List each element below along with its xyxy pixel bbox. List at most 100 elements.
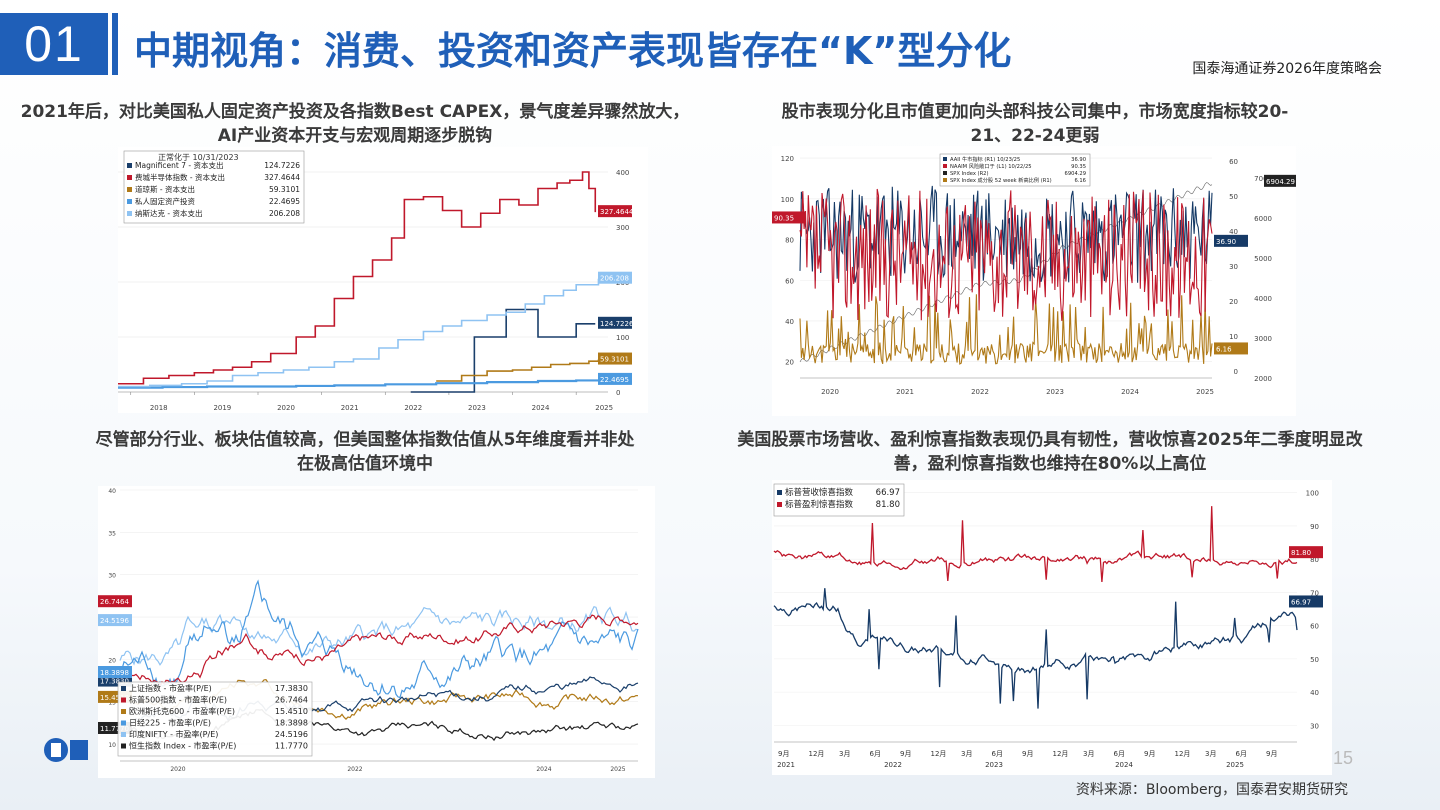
legend-label: 标普营收惊喜指数	[785, 487, 854, 498]
chart-pe-legend: 上证指数 - 市盈率(P/E) 17.3830 标普500指数 - 市盈率(P/E)…	[117, 681, 313, 757]
chart-pe-svg: 40353025201510202020222024202517.383026.…	[98, 488, 639, 773]
x-tick-label: 9月	[778, 750, 789, 758]
y-tick-label: 20	[108, 657, 116, 664]
series-last-value: 26.7464	[100, 598, 129, 606]
y-tick-label: 80	[785, 237, 794, 245]
series-line	[118, 171, 597, 385]
y-tick-label: 15	[108, 700, 116, 707]
logo-icon	[44, 738, 88, 762]
series-line	[118, 379, 600, 389]
legend-swatch	[127, 175, 132, 180]
chart-breadth-legend: AAII 牛市指标 (R1) 10/23/25 36.90 NAAIM 风险敞口于 …	[939, 153, 1091, 187]
section-divider	[112, 13, 118, 75]
x-tick-label: 2024	[532, 404, 550, 412]
series-last-tag	[598, 352, 632, 365]
y-tick-label: 0	[616, 389, 620, 397]
page-number: 15	[1333, 748, 1354, 768]
chart-pe: 40353025201510202020222024202517.383026.…	[98, 486, 655, 778]
series-last-value: 66.97	[1291, 598, 1311, 606]
x-tick-label: 2025	[610, 766, 625, 773]
source-note: 资料来源：Bloomberg，国泰君安期货研究	[1075, 782, 1348, 798]
x-tick-label: 12月	[1175, 750, 1191, 758]
y-right-tick-label: 20	[1229, 298, 1238, 306]
x-tick-label: 6月	[992, 750, 1003, 758]
y-tick-label: 60	[1310, 623, 1319, 631]
x-tick-label: 3月	[1083, 750, 1094, 758]
legend-value: 17.3830	[275, 684, 308, 693]
chart-surprise-svg: 30 40 50 60 70 80 90 100 9月 12月 3月 6月 9月 12月 3月 6月 9月 12月…	[773, 483, 1323, 769]
series-last-tag	[1264, 174, 1296, 187]
x-tick-label: 9月	[1266, 750, 1277, 758]
legend-label: 欧洲斯托克600 - 市盈率(P/E)	[129, 706, 235, 716]
chart-breadth-svg: 20 40 60 80 100 120 0 10 20 30 40 50 60 2000 3000 4000 5…	[772, 153, 1296, 396]
legend-swatch	[777, 502, 782, 507]
x-tick-label: 2022	[404, 404, 422, 412]
legend-swatch	[943, 164, 947, 168]
series-last-value: 124.7226	[600, 320, 634, 328]
legend-value: 90.35	[1071, 164, 1086, 170]
legend-swatch	[943, 157, 947, 161]
legend-swatch	[121, 743, 126, 749]
series-last-tag	[598, 316, 632, 329]
legend-value: 59.3101	[269, 185, 300, 194]
year-tick-label: 2022	[884, 761, 902, 769]
legend-label: 标普盈利惊喜指数	[785, 499, 854, 510]
y-tick-label: 30	[108, 573, 116, 580]
chart-capex-legend: 正常化于 10/31/2023 Magnificent 7 - 资本支出 124.…	[123, 150, 305, 224]
y-right-tick-label: 0	[1234, 368, 1238, 376]
legend-label: 私人固定资产投资	[135, 196, 195, 206]
series-last-value: 24.5196	[100, 617, 129, 625]
series-last-value: 18.3898	[100, 669, 129, 677]
legend-value: 6904.29	[1065, 171, 1086, 177]
year-tick-label: 2021	[777, 761, 795, 769]
legend-swatch	[127, 187, 132, 192]
x-tick-label: 9月	[900, 750, 911, 758]
x-tick-label: 2020	[277, 404, 295, 412]
x-tick-label: 6月	[1114, 750, 1125, 758]
legend-label: AAII 牛市指标 (R1) 10/23/25	[950, 155, 1020, 163]
x-tick-label: 2022	[347, 766, 362, 773]
series-line	[436, 359, 600, 382]
series-line	[799, 188, 1213, 321]
series-line	[773, 506, 1298, 583]
x-tick-label: 2021	[896, 388, 914, 396]
chart-surprise: 30 40 50 60 70 80 90 100 9月 12月 3月 6月 9月 12月 3月 6月 9月 12月…	[772, 480, 1332, 775]
legend-swatch	[127, 211, 132, 216]
x-tick-label: 12月	[809, 750, 825, 758]
series-last-tag	[598, 271, 632, 284]
legend-value: 81.80	[876, 500, 900, 510]
y-right2-tick-label: 3000	[1254, 335, 1272, 343]
y-tick-label: 100	[781, 196, 794, 204]
series-last-value: 22.4695	[600, 376, 629, 384]
legend-label: SPX Index (R2)	[950, 171, 989, 177]
legend-swatch	[943, 171, 947, 175]
logo	[42, 736, 90, 768]
y-tick-label: 20	[785, 359, 794, 367]
legend-label: NAAIM 风险敞口于 (L1) 10/22/25	[950, 162, 1032, 170]
year-tick-label: 2024	[1115, 761, 1133, 769]
series-line	[410, 308, 596, 393]
legend-title: 正常化于 10/31/2023	[158, 152, 239, 162]
series-last-value: 15.4510	[100, 694, 129, 702]
legend-label: 标普500指数 - 市盈率(P/E)	[129, 695, 227, 705]
x-tick-label: 2024	[1121, 388, 1139, 396]
legend-value: 327.4644	[264, 173, 300, 182]
legend-swatch	[121, 686, 126, 691]
x-tick-label: 9月	[1144, 750, 1155, 758]
y-tick-label: 40	[108, 488, 116, 495]
series-last-tag	[1214, 234, 1248, 247]
series-line	[799, 294, 1213, 365]
y-tick-label: 100	[616, 334, 629, 342]
x-tick-label: 2019	[213, 404, 231, 412]
legend-label: 印度NIFTY - 市盈率(P/E)	[129, 729, 218, 739]
y-right-tick-label: 50	[1229, 193, 1238, 201]
x-tick-label: 3月	[1205, 750, 1216, 758]
legend-label: SPX Index 成分股 52 week 新高比例 (R1)	[950, 176, 1052, 184]
x-tick-label: 2024	[536, 766, 551, 773]
subtitle-bottom-right: 美国股票市场营收、盈利惊喜指数表现仍具有韧性，营收惊喜2025年二季度明显改善，…	[737, 430, 1363, 474]
legend-value: 24.5196	[275, 730, 308, 739]
series-last-value: 6904.29	[1266, 178, 1295, 186]
y-tick-label: 30	[1310, 722, 1319, 730]
y-tick-label: 300	[616, 224, 629, 232]
series-last-tag	[1289, 546, 1323, 559]
